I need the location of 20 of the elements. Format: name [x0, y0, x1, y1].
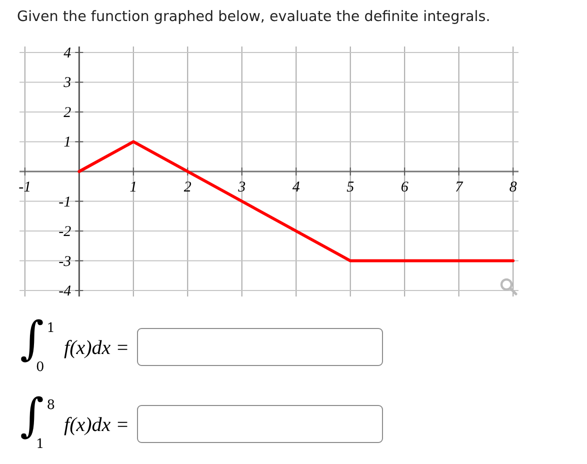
x-tick-label: 7: [455, 180, 464, 196]
y-tick-label: 2: [64, 104, 72, 121]
x-tick-label: 8: [509, 180, 518, 196]
text-field[interactable]: [137, 405, 383, 443]
y-tick-label: -2: [58, 224, 72, 240]
text-field[interactable]: [137, 328, 383, 366]
x-tick-label: 3: [237, 180, 246, 196]
x-tick-label: 6: [400, 180, 409, 196]
y-tick-label: -4: [58, 284, 72, 300]
x-tick-label: 4: [292, 180, 300, 196]
y-tick-label: -1: [58, 194, 72, 210]
x-tick-label: 2: [184, 180, 192, 196]
x-tick-label: 1: [130, 180, 138, 196]
chart-title: Given the function graphed below, evaluate the definite integrals.: [17, 9, 490, 25]
y-tick-label: -3: [58, 254, 72, 270]
y-tick-label: 3: [62, 75, 72, 92]
x-tick-label: -1: [18, 180, 32, 196]
y-tick-label: 1: [64, 134, 72, 151]
y-tick-label: 4: [64, 45, 72, 62]
x-tick-label: 5: [346, 180, 355, 196]
